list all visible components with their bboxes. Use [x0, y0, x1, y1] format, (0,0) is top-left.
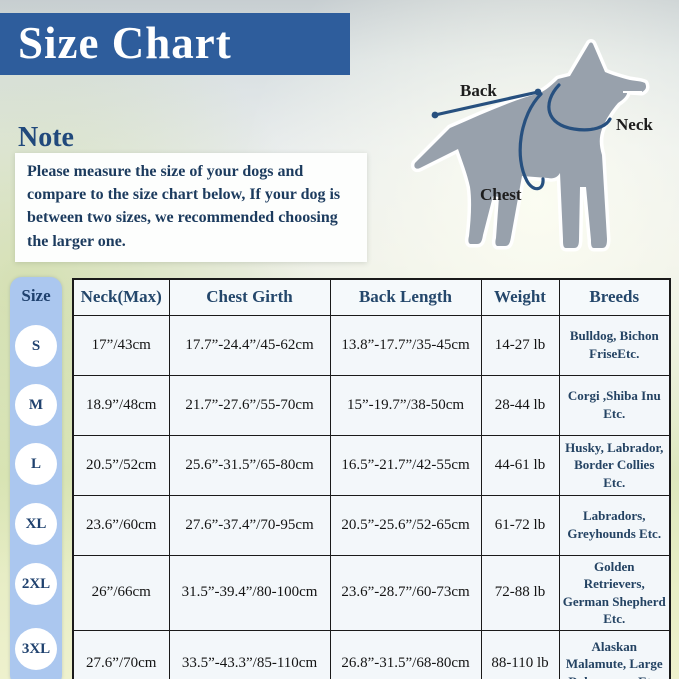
weight-cell: 14-27 lb — [480, 314, 560, 376]
breeds-cell: Labradors, Greyhounds Etc. — [558, 494, 671, 556]
note-heading: Note — [18, 122, 74, 153]
chest-cell: 21.7”-27.6”/55-70cm — [168, 374, 331, 436]
neck-cell: 23.6”/60cm — [72, 494, 170, 556]
dog-measurement-diagram: Back Neck Chest — [410, 35, 670, 260]
back-cell: 15”-19.7”/38-50cm — [329, 374, 482, 436]
chest-cell: 31.5”-39.4”/80-100cm — [168, 554, 331, 631]
table-row-2xl: 26”/66cm 31.5”-39.4”/80-100cm 23.6”-28.7… — [72, 554, 671, 631]
table-row-m: 18.9”/48cm 21.7”-27.6”/55-70cm 15”-19.7”… — [72, 374, 671, 436]
back-measure-line — [433, 90, 540, 117]
breeds-cell: Corgi ,Shiba Inu Etc. — [558, 374, 671, 436]
breeds-cell: Husky, Labrador, Border Collies Etc. — [558, 434, 671, 496]
size-table: Neck(Max) Chest Girth Back Length Weight… — [72, 278, 671, 679]
breeds-cell: Golden Retrievers, German Shepherd Etc. — [558, 554, 671, 631]
column-header-weight: Weight — [480, 278, 560, 316]
table-row-3xl: 27.6”/70cm 33.5”-43.3”/85-110cm 26.8”-31… — [72, 629, 671, 679]
back-cell: 20.5”-25.6”/52-65cm — [329, 494, 482, 556]
neck-cell: 20.5”/52cm — [72, 434, 170, 496]
back-label: Back — [460, 81, 497, 100]
table-row-s: 17”/43cm 17.7”-24.4”/45-62cm 13.8”-17.7”… — [72, 314, 671, 376]
breeds-cell: Alaskan Malamute, Large Dobermann Etc. — [558, 629, 671, 679]
column-header-back: Back Length — [329, 278, 482, 316]
neck-cell: 26”/66cm — [72, 554, 170, 631]
column-header-neck: Neck(Max) — [72, 278, 170, 316]
size-badge-2xl: 2XL — [15, 563, 57, 605]
dog-body — [410, 39, 650, 252]
note-text: Please measure the size of your dogs and… — [27, 163, 341, 250]
back-cell: 16.5”-21.7”/42-55cm — [329, 434, 482, 496]
size-badge-l: L — [15, 443, 57, 485]
chest-cell: 33.5”-43.3”/85-110cm — [168, 629, 331, 679]
weight-cell: 88-110 lb — [480, 629, 560, 679]
weight-cell: 72-88 lb — [480, 554, 560, 631]
chest-cell: 27.6”-37.4”/70-95cm — [168, 494, 331, 556]
measurement-lines — [433, 83, 612, 191]
neck-cell: 18.9”/48cm — [72, 374, 170, 436]
size-badge-m: M — [15, 384, 57, 426]
back-cell: 13.8”-17.7”/35-45cm — [329, 314, 482, 376]
title-banner: Size Chart — [0, 13, 350, 75]
weight-cell: 61-72 lb — [480, 494, 560, 556]
dog-silhouette-icon — [410, 39, 650, 252]
neck-cell: 17”/43cm — [72, 314, 170, 376]
note-box: Please measure the size of your dogs and… — [15, 153, 367, 262]
page-title: Size Chart — [18, 18, 232, 68]
size-badge-xl: XL — [15, 503, 57, 545]
size-badge-3xl: 3XL — [15, 628, 57, 670]
neck-measure-line — [547, 83, 612, 132]
chest-cell: 25.6”-31.5”/65-80cm — [168, 434, 331, 496]
weight-cell: 44-61 lb — [480, 434, 560, 496]
breeds-cell: Bulldog, Bichon FriseEtc. — [558, 314, 671, 376]
back-cell: 26.8”-31.5”/68-80cm — [329, 629, 482, 679]
neck-label: Neck — [616, 115, 653, 134]
chest-measure-line — [518, 92, 545, 191]
column-header-chest: Chest Girth — [168, 278, 331, 316]
column-header-breeds: Breeds — [558, 278, 671, 316]
table-header-row: Neck(Max) Chest Girth Back Length Weight… — [72, 278, 671, 316]
chest-label: Chest — [480, 185, 522, 204]
weight-cell: 28-44 lb — [480, 374, 560, 436]
table-row-xl: 23.6”/60cm 27.6”-37.4”/70-95cm 20.5”-25.… — [72, 494, 671, 556]
chest-cell: 17.7”-24.4”/45-62cm — [168, 314, 331, 376]
back-cell: 23.6”-28.7”/60-73cm — [329, 554, 482, 631]
size-column-header: Size — [21, 286, 51, 305]
size-badge-s: S — [15, 325, 57, 367]
neck-cell: 27.6”/70cm — [72, 629, 170, 679]
table-row-l: 20.5”/52cm 25.6”-31.5”/65-80cm 16.5”-21.… — [72, 434, 671, 496]
measure-endpoints — [431, 88, 542, 119]
